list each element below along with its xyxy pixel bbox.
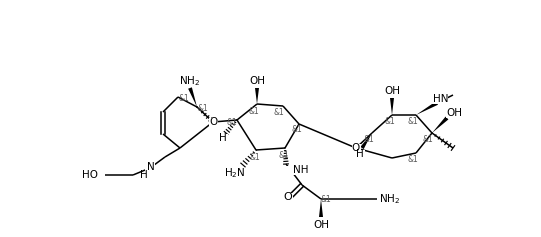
Bar [432, 95, 448, 104]
Text: O: O [352, 143, 360, 153]
Text: &1: &1 [274, 108, 285, 117]
Text: HN: HN [433, 94, 448, 104]
Bar [283, 192, 293, 201]
Bar [208, 118, 217, 127]
Text: OH: OH [384, 86, 400, 96]
Text: &1: &1 [364, 135, 374, 143]
Bar [385, 87, 399, 96]
Bar [180, 77, 200, 86]
Text: OH: OH [313, 220, 329, 230]
Polygon shape [360, 133, 372, 149]
Text: OH: OH [446, 108, 462, 118]
Polygon shape [188, 87, 197, 107]
Text: H: H [140, 170, 148, 180]
Text: &1: &1 [385, 117, 395, 126]
Bar [284, 165, 298, 174]
Text: &1: &1 [407, 155, 418, 164]
Text: &1: &1 [407, 117, 418, 126]
Text: &1: &1 [423, 135, 433, 143]
Text: H: H [356, 149, 364, 159]
Bar [85, 170, 105, 179]
Text: &1: &1 [249, 152, 260, 161]
Polygon shape [432, 117, 448, 133]
Text: O: O [209, 117, 217, 127]
Bar [218, 133, 228, 142]
Text: &1: &1 [279, 150, 289, 160]
Text: NH$_2$: NH$_2$ [180, 74, 201, 88]
Text: NH$_2$: NH$_2$ [379, 192, 400, 206]
Text: &1: &1 [321, 195, 332, 204]
Bar [225, 169, 247, 178]
Bar [355, 150, 365, 159]
Text: H: H [219, 133, 227, 143]
Text: &1: &1 [197, 104, 208, 113]
Bar [352, 143, 360, 152]
Text: N: N [147, 162, 155, 172]
Bar [250, 77, 264, 86]
Bar [314, 220, 328, 229]
Text: &1: &1 [179, 94, 189, 102]
Polygon shape [390, 98, 394, 115]
Text: &1: &1 [292, 126, 302, 135]
Text: HO: HO [82, 170, 98, 180]
Text: &1: &1 [249, 106, 259, 115]
Bar [145, 163, 155, 173]
Polygon shape [416, 101, 438, 115]
Text: NH: NH [293, 165, 308, 175]
Polygon shape [319, 199, 323, 217]
Bar [378, 195, 400, 204]
Text: &1: &1 [227, 118, 237, 127]
Text: H$_2$N: H$_2$N [224, 166, 246, 180]
Text: OH: OH [249, 76, 265, 86]
Bar [446, 109, 460, 118]
Polygon shape [255, 88, 259, 104]
Text: O: O [283, 192, 292, 202]
